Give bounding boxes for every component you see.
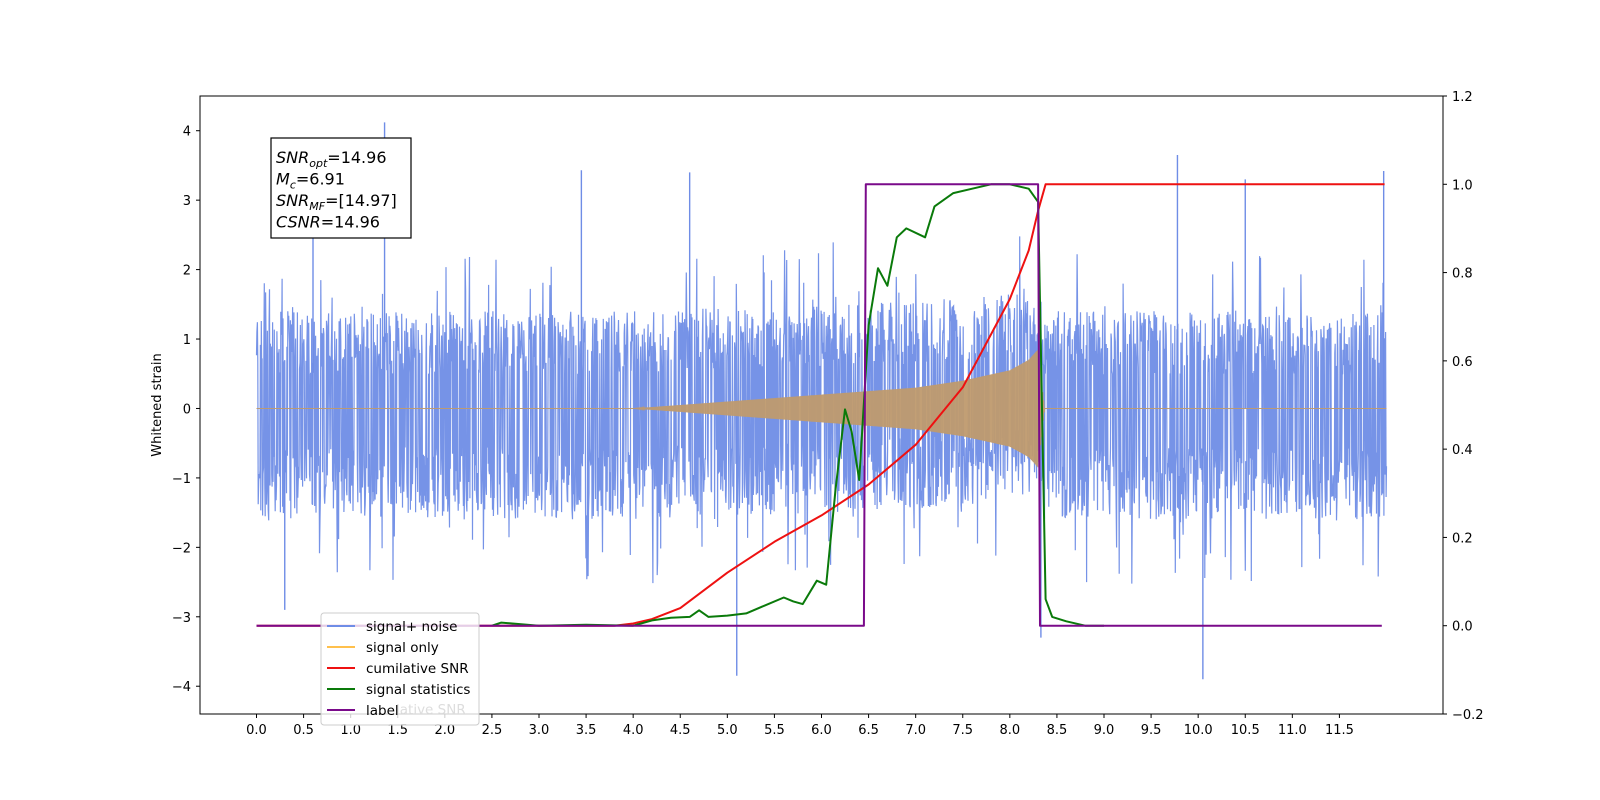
y2-tick-label: 1.0 — [1452, 178, 1473, 193]
x-tick-label: 0.5 — [293, 723, 314, 738]
x-tick-label: 5.0 — [717, 723, 738, 738]
legend: lative SNR signal+ noise signal only cumil… — [320, 612, 480, 726]
annotation-line: CSNR=14.96 — [276, 213, 380, 232]
y2-axis-ticks: −0.2 0.0 0.2 0.4 0.6 0.8 1.0 1.2 — [1443, 90, 1484, 723]
x-tick-label: 1.5 — [387, 723, 408, 738]
signal-only-series — [256, 350, 1387, 468]
x-tick-label: 8.0 — [999, 723, 1020, 738]
y2-tick-label: 0.4 — [1452, 443, 1473, 458]
x-tick-label: 5.5 — [764, 723, 785, 738]
y2-tick-label: 1.2 — [1452, 90, 1473, 105]
y-axis-ticks: −4 −3 −2 −1 0 1 2 3 4 — [172, 125, 200, 695]
x-tick-label: 6.0 — [811, 723, 832, 738]
x-tick-label: 8.5 — [1047, 723, 1068, 738]
x-tick-label: 2.0 — [434, 723, 455, 738]
y2-tick-label: 0.8 — [1452, 267, 1473, 282]
x-tick-label: 4.5 — [670, 723, 691, 738]
legend-ghost-text: lative SNR — [396, 702, 466, 718]
y-tick-label: 1 — [183, 333, 191, 348]
legend-label: signal only — [366, 640, 439, 656]
x-tick-label: 0.0 — [246, 723, 267, 738]
y-tick-label: −1 — [172, 472, 191, 487]
x-axis-ticks: 0.0 0.5 1.0 1.5 2.0 2.5 3.0 3.5 4.0 4.5 5.0 5.5 6.0 6… — [246, 714, 1354, 738]
x-tick-label: 10.0 — [1184, 723, 1213, 738]
legend-label: cumilative SNR — [366, 661, 469, 677]
y2-tick-label: 0.2 — [1452, 531, 1473, 546]
legend-box — [320, 612, 480, 726]
x-tick-label: 1.0 — [340, 723, 361, 738]
y-tick-label: −3 — [172, 611, 191, 626]
y2-tick-label: −0.2 — [1452, 708, 1484, 723]
label-line — [256, 183, 1382, 627]
legend-label: label — [366, 703, 399, 719]
x-tick-label: 3.5 — [576, 723, 597, 738]
y-tick-label: −2 — [172, 541, 191, 556]
y-tick-label: 3 — [183, 194, 191, 209]
signal-statistics-line — [491, 183, 1104, 627]
annotation-line: Mc=6.91 — [276, 170, 345, 192]
x-tick-label: 9.5 — [1141, 723, 1162, 738]
x-tick-label: 2.5 — [482, 723, 503, 738]
y-tick-label: 2 — [183, 264, 191, 279]
legend-label: signal statistics — [366, 682, 470, 698]
y-tick-label: 0 — [183, 402, 191, 417]
legend-label: signal+ noise — [366, 619, 457, 635]
annotation-line: SNRMF=[14.97] — [276, 191, 397, 213]
annotation-line: SNRopt=14.96 — [276, 148, 387, 170]
signal-noise-series — [255, 122, 1388, 680]
y-tick-label: −4 — [172, 680, 191, 695]
x-tick-label: 4.0 — [623, 723, 644, 738]
y2-tick-label: 0.0 — [1452, 620, 1473, 635]
cumilative-snr-line — [256, 183, 1385, 627]
signal-noise-line — [255, 236, 1388, 584]
x-tick-label: 11.0 — [1278, 723, 1307, 738]
annotation-box — [270, 137, 412, 239]
x-tick-label: 7.0 — [905, 723, 926, 738]
x-tick-label: 7.5 — [952, 723, 973, 738]
x-tick-label: 6.5 — [858, 723, 879, 738]
x-tick-label: 11.5 — [1325, 723, 1354, 738]
metrics-annotation: SNRopt=14.96Mc=6.91SNRMF=[14.97]CSNR=14.… — [270, 137, 412, 239]
signal-only-line — [256, 350, 1387, 468]
x-tick-label: 10.5 — [1231, 723, 1260, 738]
y2-tick-label: 0.6 — [1452, 355, 1473, 370]
y-tick-label: 4 — [183, 125, 191, 140]
right-axis-series — [256, 183, 1385, 627]
x-tick-label: 9.0 — [1094, 723, 1115, 738]
y-axis-label: Whitened strain — [150, 353, 165, 456]
x-tick-label: 3.0 — [529, 723, 550, 738]
